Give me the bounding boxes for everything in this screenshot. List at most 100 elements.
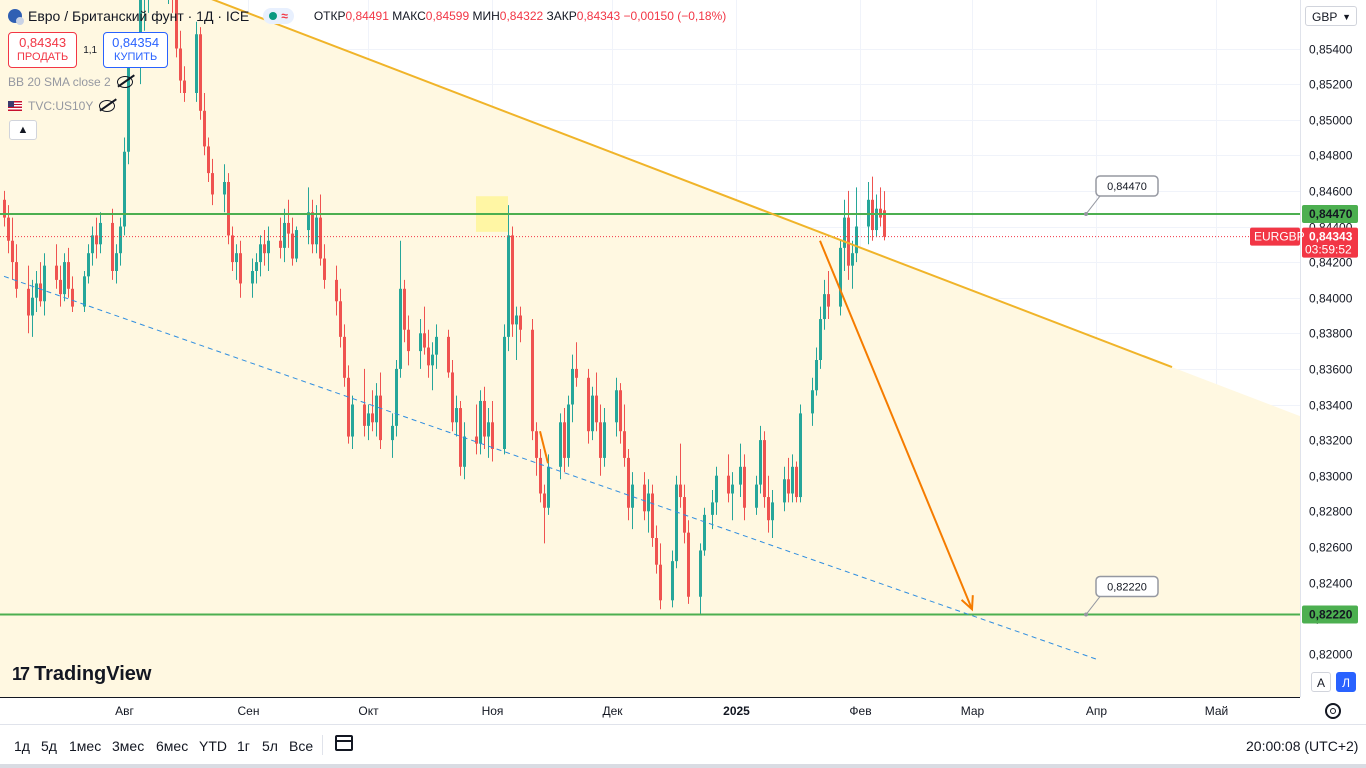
tradingview-logo[interactable]: 17 TradingView (12, 663, 152, 685)
time-axis-ticks: Авг Сен Окт Ноя Дек 2025 Фев Мар Апр Май (115, 704, 1228, 718)
log-scale-button[interactable]: Л (1336, 672, 1356, 692)
candle-body (603, 422, 606, 458)
candle-body (739, 466, 742, 485)
candle-body (815, 360, 818, 391)
range-1y[interactable]: 1г (237, 738, 250, 754)
candle-body (535, 431, 538, 458)
candle-body (399, 288, 402, 369)
callout-box (1095, 175, 1159, 197)
range-3m[interactable]: 3мес (112, 738, 145, 754)
collapse-legend-button[interactable]: ▲ (9, 120, 37, 140)
candle-body (323, 258, 326, 280)
candle-body (283, 222, 286, 248)
callout-pointer (1085, 596, 1101, 615)
candle-body (123, 151, 126, 227)
price-axis[interactable] (1300, 0, 1366, 697)
candle-body (71, 288, 74, 307)
price-tick-label: 0,84800 (1309, 149, 1353, 163)
hidden-eye-icon[interactable] (99, 100, 116, 112)
current-price-tag-bg (1302, 227, 1358, 258)
candle-body (295, 230, 298, 259)
candle-body (403, 288, 406, 330)
clock[interactable]: 20:00:08 (UTC+2) (1246, 738, 1359, 754)
candle-body (759, 440, 762, 485)
range-all[interactable]: Все (289, 738, 314, 754)
currency-select[interactable]: GBP ▼ (1305, 6, 1357, 26)
candle-body (627, 457, 630, 508)
settings-gear-icon[interactable] (1325, 703, 1341, 719)
candle-body (515, 315, 518, 325)
candle-body (567, 404, 570, 458)
candle-body (207, 146, 210, 174)
descending-trendline[interactable] (192, 0, 1173, 369)
candle-body (503, 336, 506, 449)
candle-body (67, 262, 70, 289)
candle-body (199, 34, 202, 111)
candle-body (211, 173, 214, 195)
market-status[interactable]: ≈ (263, 8, 294, 24)
indicator-compare[interactable]: TVC:US10Y (8, 99, 116, 113)
callout-box (1095, 575, 1159, 598)
candle-body (311, 212, 314, 245)
candle-body (91, 235, 94, 254)
price-tick-label: 0,82000 (1309, 648, 1353, 662)
indicator-bb[interactable]: BB 20 SMA close 2 (8, 75, 133, 89)
callout-pointer (1085, 195, 1101, 215)
time-tick-label: Окт (358, 704, 379, 718)
candle-body (231, 235, 234, 263)
sell-button[interactable]: 0,84343 ПРОДАТЬ (8, 32, 78, 68)
hidden-eye-icon[interactable] (116, 76, 133, 88)
range-5d[interactable]: 5д (41, 738, 57, 754)
candle-body (787, 479, 790, 494)
range-ytd[interactable]: YTD (199, 738, 227, 754)
buy-button[interactable]: 0,84354 КУПИТЬ (103, 32, 169, 68)
candle-body (819, 319, 822, 360)
range-1d[interactable]: 1д (14, 738, 30, 754)
range-5y[interactable]: 5л (262, 738, 278, 754)
candle-body (543, 493, 546, 508)
candle-body (15, 262, 18, 289)
candle-body (447, 336, 450, 373)
triangle-zone (0, 0, 1300, 697)
indicator-compare-label: TVC:US10Y (28, 99, 94, 113)
candle-body (783, 479, 786, 503)
candle-body (87, 253, 90, 277)
price-tick-label: 0,83000 (1309, 470, 1353, 484)
calendar-icon[interactable] (335, 735, 353, 751)
chevron-up-icon: ▲ (17, 124, 29, 136)
candle-body (343, 336, 346, 378)
data-delay-icon: ≈ (281, 9, 288, 23)
candle-body (587, 377, 590, 432)
candle-body (483, 400, 486, 437)
candle-body (619, 390, 622, 432)
symbol-title[interactable]: Евро / Британский фунт · 1Д · ICE (28, 8, 250, 24)
candle-body (423, 333, 426, 348)
auto-scale-button[interactable]: A (1311, 672, 1331, 692)
ohlc-values: ОТКР0,84491 МАКС0,84599 МИН0,84322 ЗАКР0… (313, 9, 727, 23)
candle-body (31, 297, 34, 316)
candle-body (799, 413, 802, 498)
candle-body (455, 408, 458, 423)
dashed-trendline[interactable] (3, 275, 1097, 660)
symbol-logo-icon (8, 9, 24, 25)
range-1m[interactable]: 1мес (69, 738, 102, 754)
candle-body (843, 217, 846, 248)
range-6m[interactable]: 6мес (156, 738, 189, 754)
candle-body (183, 80, 186, 93)
candle-body (519, 315, 522, 330)
candle-body (479, 400, 482, 444)
candle-body (731, 484, 734, 494)
candle-body (539, 457, 542, 494)
countdown-label: 03:59:52 (1305, 243, 1352, 257)
candle-body (59, 279, 62, 295)
candle-body (255, 262, 258, 271)
candle-body (223, 182, 226, 195)
candle-body (563, 422, 566, 458)
time-tick-label: Сен (238, 704, 260, 718)
time-axis[interactable] (0, 697, 1366, 724)
callout-label: 0,82220 (1107, 582, 1147, 594)
us-flag-icon (8, 101, 22, 111)
forecast-arrow[interactable] (819, 240, 974, 612)
price-chart[interactable]: 0,84470 0,82220 0,85400 0,85200 0,85000 0,84… (0, 0, 1366, 724)
